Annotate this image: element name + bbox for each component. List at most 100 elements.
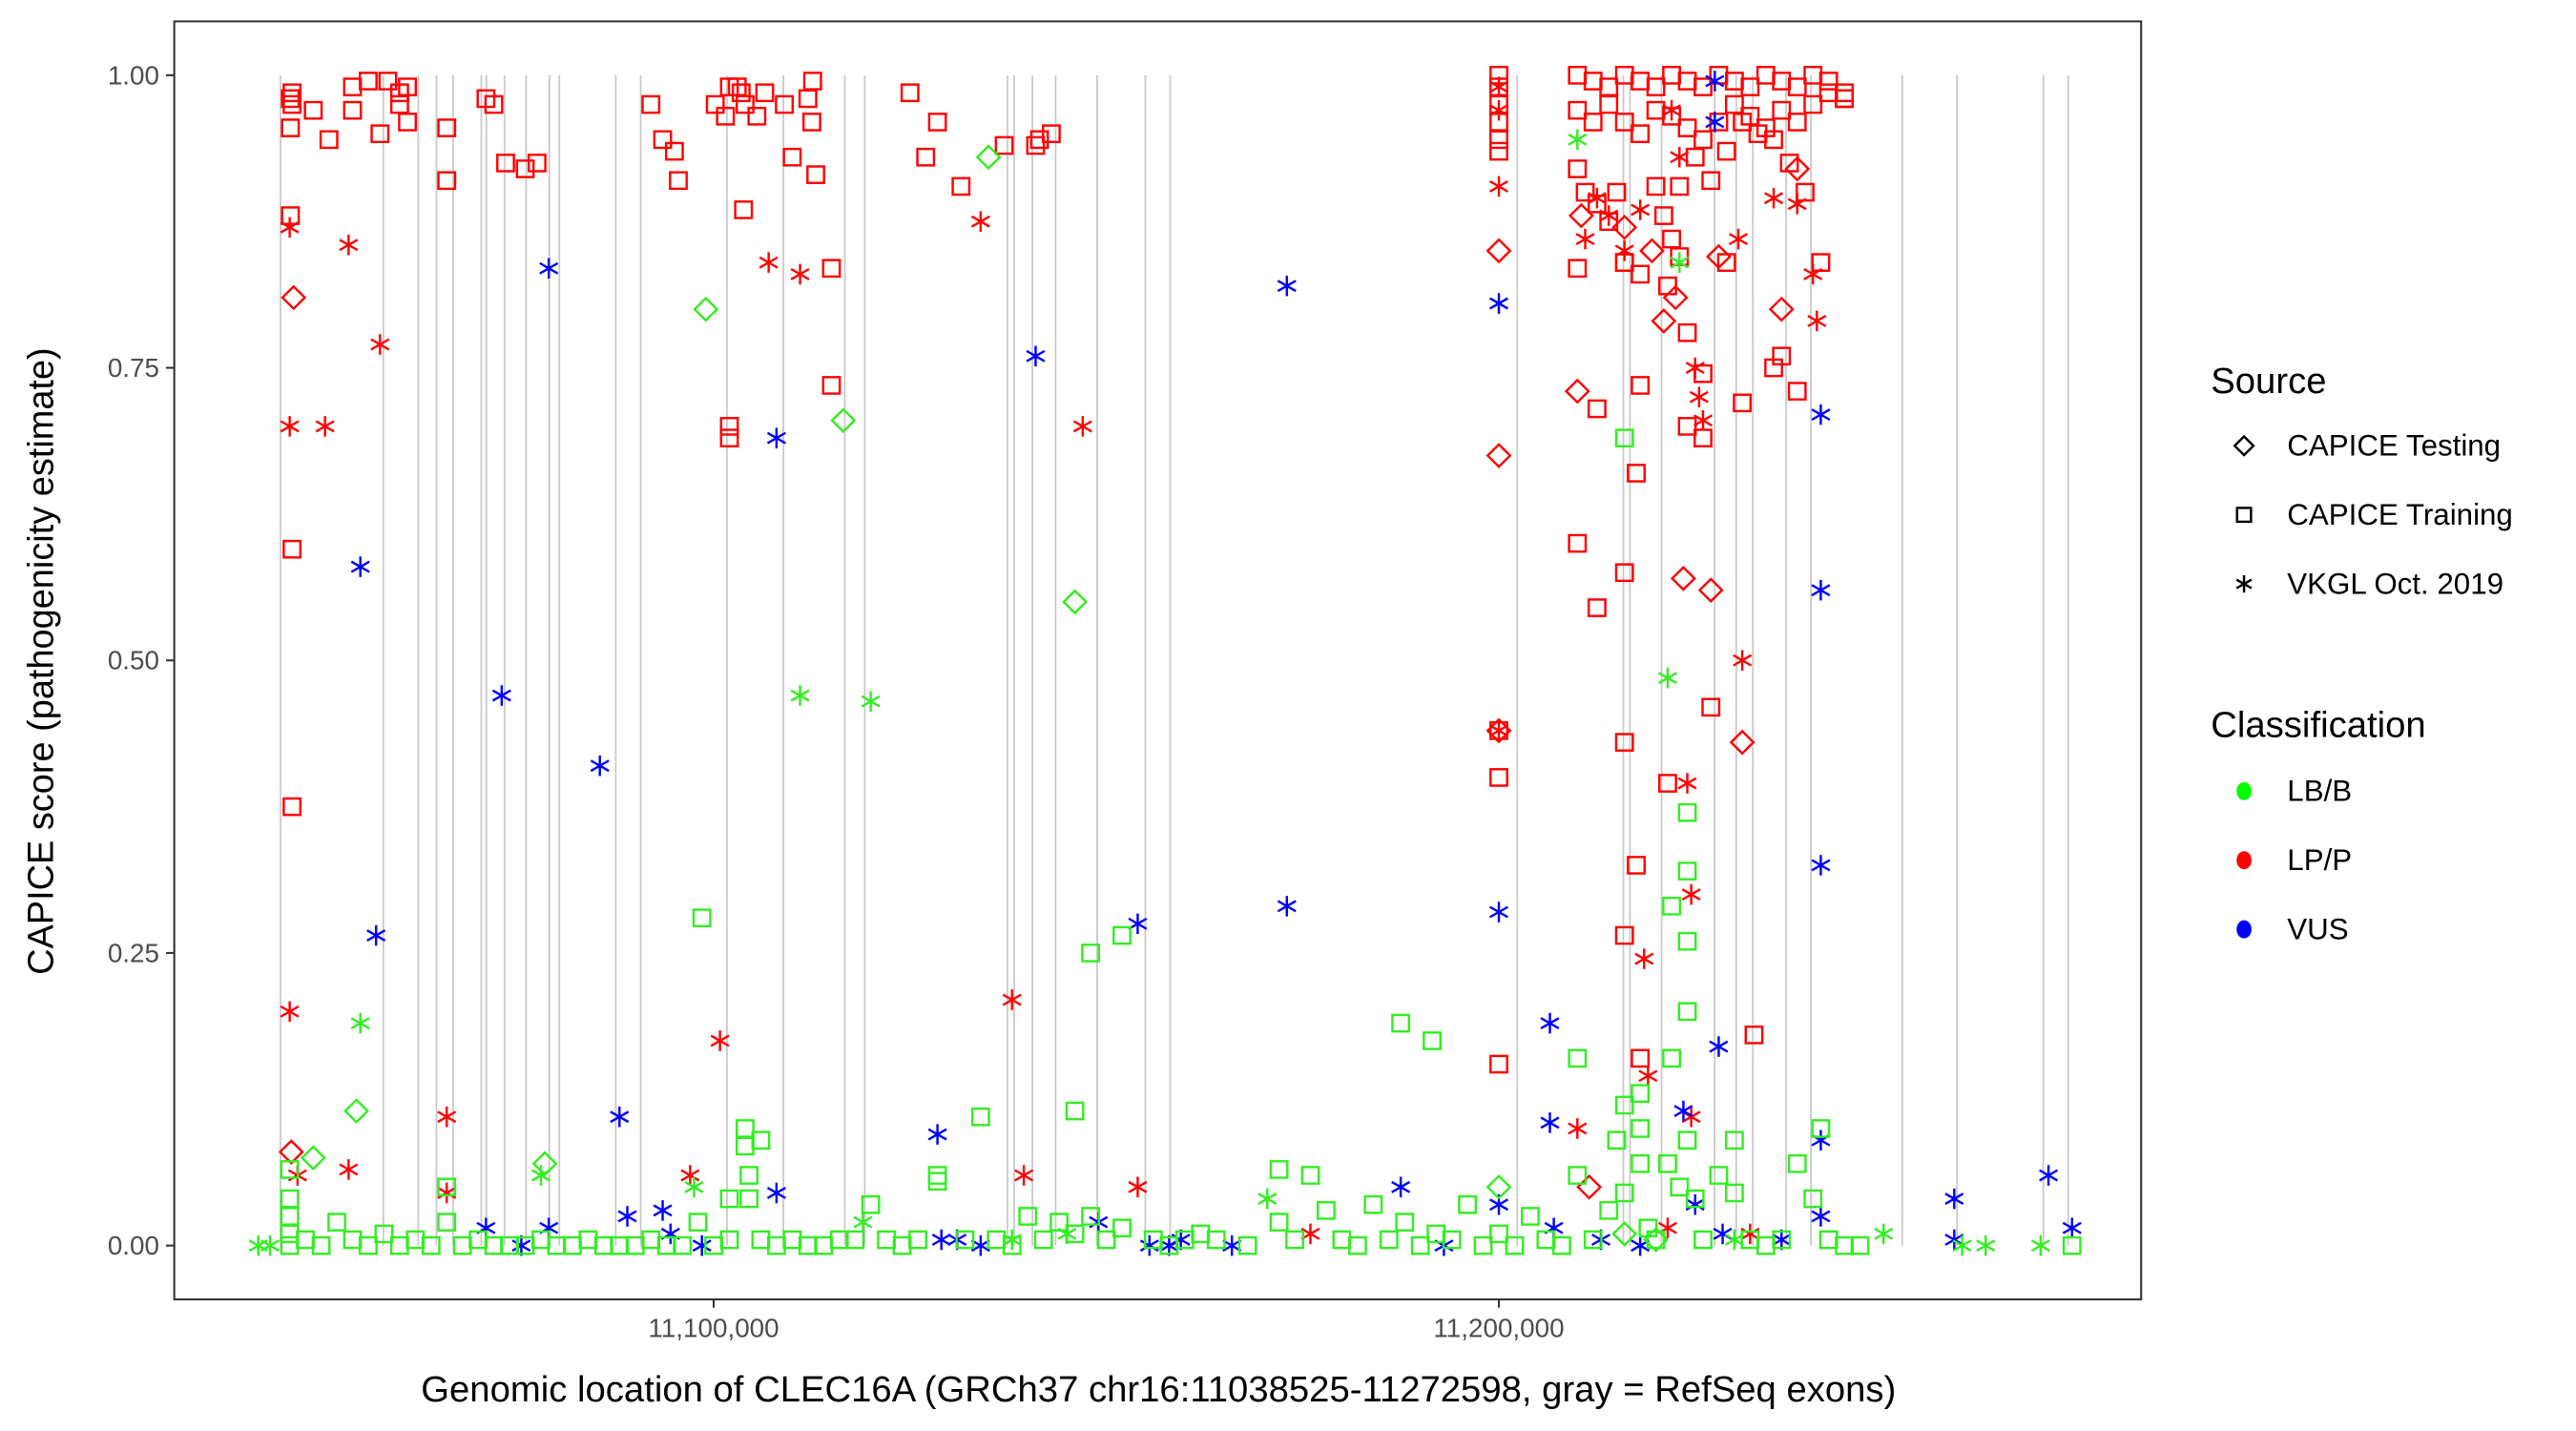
data-point-square <box>1395 1213 1415 1232</box>
data-point-square <box>1489 1224 1508 1244</box>
diamond-key-icon <box>2233 434 2255 457</box>
data-point-asterisk <box>1568 129 1588 151</box>
data-point-square <box>1646 176 1666 197</box>
data-point-diamond <box>1670 566 1696 591</box>
data-point-square <box>1607 182 1627 202</box>
data-point-diamond <box>830 407 857 434</box>
data-point-asterisk <box>1807 310 1827 332</box>
data-point-square <box>1614 925 1634 945</box>
legend-classification-title: Classification <box>2211 706 2425 746</box>
data-point-asterisk <box>1026 345 1046 367</box>
data-point-asterisk <box>370 334 390 355</box>
data-point-square <box>1599 1201 1619 1220</box>
asterisk-key-icon <box>2235 575 2253 593</box>
data-point-square <box>755 83 775 103</box>
data-point-asterisk <box>1575 228 1595 250</box>
data-point-asterisk <box>1488 99 1509 121</box>
data-point-square <box>398 77 418 96</box>
data-point-square <box>1081 1207 1100 1226</box>
data-point-square <box>1787 1153 1807 1173</box>
data-point-square <box>1646 77 1666 96</box>
data-point-asterisk <box>1944 1229 1964 1251</box>
data-point-asterisk <box>315 416 335 437</box>
data-point-asterisk <box>1662 99 1682 121</box>
data-point-square <box>1693 1230 1713 1250</box>
x-tick-label: 11,100,000 <box>648 1314 779 1343</box>
data-point-diamond <box>278 1139 304 1165</box>
data-point-square <box>719 1230 739 1250</box>
data-point-diamond <box>1485 1173 1512 1200</box>
data-point-square <box>1473 1235 1493 1255</box>
data-point-square <box>673 1235 693 1255</box>
data-point-square <box>1614 428 1634 447</box>
data-point-asterisk <box>1488 293 1509 314</box>
data-point-diamond <box>531 1151 558 1177</box>
y-axis-title: CAPICE score (pathogenicity estimate) <box>22 347 62 975</box>
data-point-asterisk <box>1952 1234 1972 1256</box>
color-key-icon <box>2236 851 2252 870</box>
legend-source-label: VKGL Oct. 2019 <box>2287 568 2503 601</box>
data-point-square <box>1709 1166 1729 1185</box>
data-point-asterisk <box>1128 913 1148 935</box>
data-point-asterisk <box>1764 187 1784 209</box>
data-point-square <box>1677 118 1697 137</box>
data-point-square <box>1677 802 1697 822</box>
data-point-square <box>1772 100 1792 120</box>
data-point-asterisk <box>350 1012 370 1034</box>
data-point-square <box>782 147 802 167</box>
data-point-square <box>1733 113 1753 132</box>
data-point-square <box>1670 1177 1690 1197</box>
data-point-square <box>751 1130 771 1151</box>
data-point-square <box>1614 1183 1634 1203</box>
data-point-square <box>398 113 418 132</box>
data-point-asterisk <box>1803 263 1823 285</box>
legend-source-title: Source <box>2211 362 2326 402</box>
data-point-square <box>1458 1194 1478 1214</box>
legend-source-label: CAPICE Training <box>2287 498 2513 531</box>
data-point-square <box>1818 72 1839 91</box>
data-point-square <box>378 72 398 91</box>
data-point-square <box>1744 1025 1764 1045</box>
data-point-square <box>739 1189 758 1209</box>
data-point-diamond <box>1729 729 1755 756</box>
data-point-square <box>1568 159 1588 178</box>
x-tick-label: 11,200,000 <box>1433 1314 1564 1343</box>
data-point-square <box>282 539 302 559</box>
data-point-square <box>1787 113 1807 132</box>
data-point-square <box>1112 1218 1132 1238</box>
series-vkgl-lp-p <box>280 76 1827 1245</box>
data-point-square <box>1347 1235 1367 1255</box>
data-point-square <box>1568 1166 1588 1185</box>
data-point-diamond <box>693 296 719 322</box>
data-point-square <box>437 171 457 191</box>
data-point-square <box>1803 1189 1823 1209</box>
data-point-square <box>1587 399 1607 419</box>
data-point-square <box>282 83 302 103</box>
y-tick-label: 0.75 <box>108 353 159 383</box>
data-point-square <box>802 72 822 91</box>
data-point-square <box>1587 598 1607 617</box>
data-point-square <box>282 94 302 114</box>
y-tick-label: 0.50 <box>108 646 159 675</box>
data-point-asterisk <box>1599 205 1619 226</box>
data-point-square <box>802 113 821 132</box>
data-point-asterisk <box>280 416 300 437</box>
data-point-square <box>1614 733 1634 752</box>
data-point-square <box>1237 1235 1257 1255</box>
data-point-square <box>1568 100 1588 120</box>
data-point-asterisk <box>617 1206 637 1227</box>
data-point-diamond <box>1697 577 1724 603</box>
legend-class-item: LB/B <box>2236 775 2352 808</box>
data-point-square <box>437 1177 457 1197</box>
data-point-square <box>1096 1230 1116 1250</box>
data-point-square <box>927 113 947 132</box>
data-point-asterisk <box>766 427 786 448</box>
data-point-diamond <box>1662 284 1689 311</box>
data-point-square <box>1772 1230 1792 1250</box>
data-point-square <box>1677 931 1697 951</box>
data-point-asterisk <box>684 1176 704 1198</box>
data-point-diamond <box>1611 214 1638 240</box>
data-point-asterisk <box>1657 667 1677 689</box>
data-point-asterisk <box>2030 1234 2050 1256</box>
data-point-square <box>1631 376 1651 395</box>
